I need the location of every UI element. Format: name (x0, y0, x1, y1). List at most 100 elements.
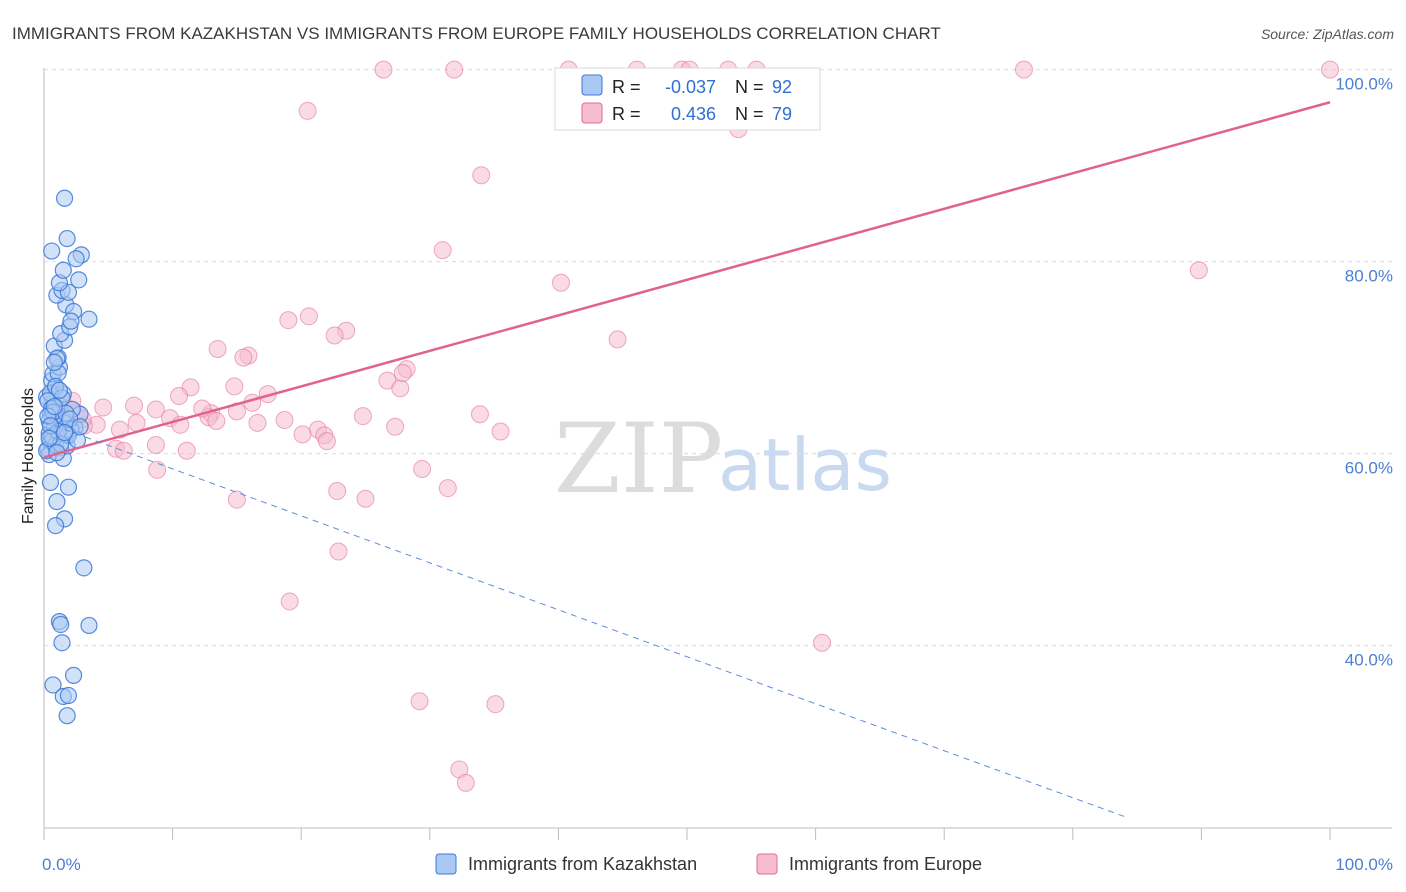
europe-point-48 (248, 413, 267, 432)
europe-point-62 (328, 482, 347, 501)
europe-point-15 (1189, 261, 1208, 280)
x-tick-label-0: 0.0% (42, 855, 81, 874)
y-tick-label-100: 100.0% (1335, 75, 1393, 94)
europe-point-16 (279, 311, 298, 330)
kazakhstan-point-90 (71, 418, 89, 436)
europe-point-26 (391, 379, 410, 398)
kazakhstan-point-47 (45, 353, 63, 371)
europe-point-47 (207, 411, 226, 430)
europe-point-66 (280, 592, 299, 611)
legend-n-label-kazakhstan: N = (735, 77, 764, 97)
y-tick-labels: 40.0% 60.0% 80.0% 100.0% (1335, 75, 1393, 670)
europe-point-12 (472, 166, 491, 185)
europe-point-39 (227, 402, 246, 421)
legend-r-europe: 0.436 (671, 104, 716, 124)
europe-point-42 (127, 413, 146, 432)
correlation-legend: R = -0.037 N = 92 R = 0.436 N = 79 (554, 67, 821, 131)
kazakhstan-point-63 (41, 473, 60, 491)
europe-point-60 (413, 459, 432, 478)
bottom-legend-swatch-europe (756, 853, 778, 875)
europe-point-67 (813, 633, 832, 652)
europe-point-45 (110, 420, 129, 439)
x-tick-labels: 0.0% 100.0% (42, 855, 1393, 874)
legend-swatch-kazakhstan (581, 74, 603, 96)
kazakhstan-point-64 (59, 478, 78, 496)
europe-point-32 (146, 400, 165, 419)
kazakhstan-point-40 (43, 242, 61, 260)
kazakhstan-point-36 (62, 312, 80, 330)
kazakhstan-point-67 (46, 516, 65, 535)
series-legend: Immigrants from Kazakhstan Immigrants fr… (435, 853, 982, 875)
europe-point-74 (353, 407, 372, 426)
kazakhstan-point-68 (75, 559, 93, 577)
kazakhstan-point-91 (40, 429, 58, 447)
chart-title: IMMIGRANTS FROM KAZAKHSTAN VS IMMIGRANTS… (12, 24, 941, 43)
europe-point-10 (298, 101, 317, 120)
legend-r-kazakhstan: -0.037 (665, 77, 716, 97)
kazakhstan-point-87 (55, 423, 74, 442)
europe-point-13 (433, 241, 452, 260)
kazakhstan-trend-line (43, 421, 1125, 817)
legend-n-kazakhstan: 92 (772, 77, 792, 97)
y-tick-label-40: 40.0% (1345, 651, 1393, 670)
europe-point-69 (486, 695, 505, 714)
kazakhstan-point-65 (48, 493, 66, 511)
legend-r-label-kazakhstan: R = (612, 77, 641, 97)
europe-point-53 (470, 405, 489, 424)
legend-n-europe: 79 (772, 104, 792, 124)
europe-point-56 (114, 441, 133, 460)
europe-point-54 (491, 422, 510, 441)
europe-point-8 (1014, 60, 1033, 79)
europe-point-71 (456, 773, 475, 792)
europe-point-73 (293, 425, 312, 444)
europe-point-23 (234, 348, 253, 367)
bottom-legend-kazakhstan: Immigrants from Kazakhstan (468, 854, 697, 874)
europe-point-1 (445, 60, 464, 79)
europe-point-17 (299, 307, 318, 326)
trend-lines (43, 101, 1331, 817)
chart-source: Source: ZipAtlas.com (1261, 26, 1394, 42)
bottom-legend-europe: Immigrants from Europe (789, 854, 982, 874)
europe-point-14 (551, 273, 570, 292)
watermark-atlas: atlas (718, 423, 892, 507)
kazakhstan-point-88 (45, 397, 63, 416)
europe-point-51 (317, 432, 336, 451)
europe-point-58 (177, 441, 196, 460)
y-axis-label: Family Households (20, 388, 37, 524)
europe-point-19 (325, 326, 344, 345)
kazakhstan-point-70 (52, 615, 70, 634)
watermark-zip: ZIP (554, 403, 723, 515)
europe-point-65 (329, 542, 348, 561)
europe-point-57 (146, 435, 165, 454)
kazakhstan-point-37 (54, 261, 72, 279)
x-tick-label-100: 100.0% (1335, 855, 1393, 874)
kazakhstan-point-43 (67, 250, 85, 268)
europe-point-64 (227, 490, 246, 509)
bottom-legend-swatch-kazakhstan (435, 853, 457, 875)
kazakhstan-point-76 (59, 686, 78, 705)
europe-point-72 (275, 411, 294, 429)
europe-point-9 (1321, 60, 1339, 79)
kazakhstan-point-71 (80, 616, 98, 635)
europe-trend-line (43, 101, 1331, 459)
kazakhstan-point-89 (50, 381, 69, 399)
europe-point-59 (148, 460, 167, 479)
europe-point-30 (170, 387, 189, 405)
europe-point-68 (410, 692, 429, 711)
kazakhstan-point-74 (44, 676, 62, 694)
legend-n-label-europe: N = (735, 104, 764, 124)
europe-point-20 (608, 330, 627, 349)
kazakhstan-point-41 (55, 189, 74, 207)
kazakhstan-point-77 (58, 707, 76, 725)
kazakhstan-point-38 (70, 271, 88, 289)
kazakhstan-points (37, 189, 98, 725)
europe-point-61 (438, 479, 457, 498)
europe-point-27 (225, 377, 244, 396)
europe-point-33 (125, 396, 144, 415)
kazakhstan-point-73 (64, 666, 83, 684)
europe-point-21 (208, 339, 227, 358)
europe-point-34 (94, 398, 113, 417)
kazakhstan-point-44 (80, 310, 98, 328)
kazakhstan-point-72 (53, 634, 71, 652)
